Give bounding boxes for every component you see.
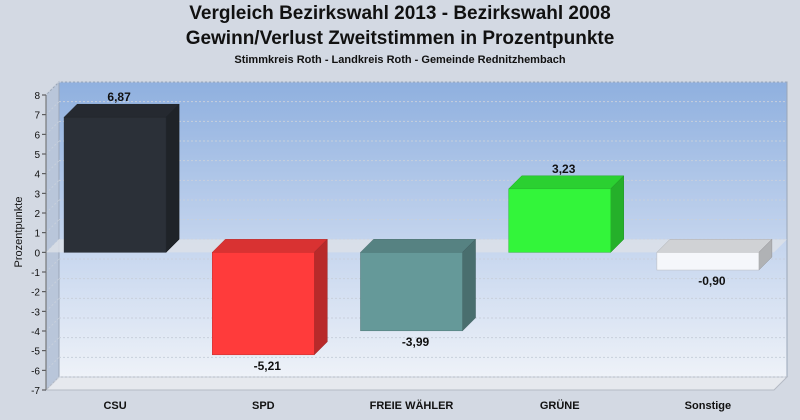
y-tick-label: -4	[31, 327, 40, 338]
y-tick-label: 3	[34, 189, 40, 200]
bar-csu	[63, 103, 180, 253]
value-labels: 6,87 -5,21 -3,99 3,23 -0,90	[107, 90, 725, 373]
x-axis-ticks: CSU SPD FREIE WÄHLER GRÜNE Sonstige	[103, 399, 731, 412]
bar-spd	[211, 238, 328, 356]
y-tick-label: 8	[34, 91, 40, 102]
y-tick-label: -5	[31, 347, 40, 358]
value-label: -3,99	[402, 335, 430, 349]
y-tick-label: 5	[34, 150, 40, 161]
x-tick-label: Sonstige	[685, 400, 731, 412]
y-tick-label: -1	[31, 268, 40, 279]
y-tick-label: 6	[34, 130, 40, 141]
y-tick-label: 4	[34, 170, 40, 181]
y-axis-ticks: 8 7 6 5 4 3 2 1 0 -1 -2 -3 -4 -5 -6 -7	[31, 91, 47, 397]
y-tick-label: -2	[31, 288, 40, 299]
y-tick-label: 2	[34, 209, 40, 220]
y-tick-label: -7	[31, 386, 40, 397]
bar-grüne	[508, 175, 625, 253]
y-tick-label: -3	[31, 307, 40, 318]
y-tick-label: 0	[34, 248, 40, 259]
y-tick-label: -6	[31, 366, 40, 377]
y-tick-label: 7	[34, 111, 40, 122]
chart-title: Vergleich Bezirkswahl 2013 - Bezirkswahl…	[189, 3, 611, 24]
y-axis-label: Prozentpunkte	[13, 197, 25, 268]
value-label: 3,23	[552, 162, 576, 176]
bar-sonstige	[656, 238, 773, 271]
value-label: -0,90	[698, 274, 726, 288]
x-tick-label: CSU	[103, 400, 126, 412]
y-tick-label: 1	[34, 229, 40, 240]
x-tick-label: SPD	[252, 400, 275, 412]
x-tick-label: FREIE WÄHLER	[370, 399, 454, 412]
x-tick-label: GRÜNE	[540, 399, 580, 412]
chart-title-line2: Gewinn/Verlust Zweitstimmen in Prozentpu…	[185, 28, 615, 49]
chart-subtitle: Stimmkreis Roth - Landkreis Roth - Gemei…	[234, 54, 566, 66]
value-label: 6,87	[107, 90, 131, 104]
value-label: -5,21	[254, 359, 282, 373]
bar-freie-wähler	[359, 238, 477, 332]
bars	[63, 103, 773, 356]
